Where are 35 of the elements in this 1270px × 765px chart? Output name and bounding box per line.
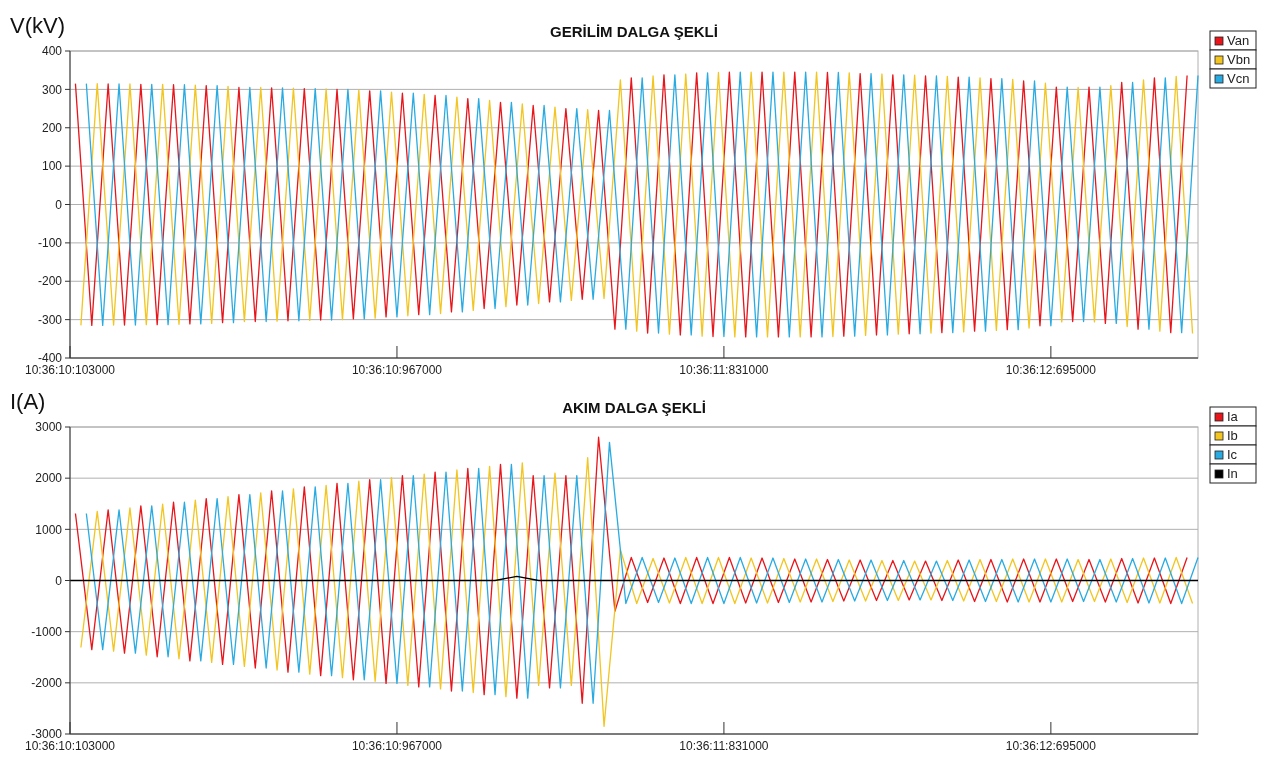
y-tick-label: -200 (37, 274, 63, 289)
legend-label: Ib (1227, 428, 1238, 443)
legend-label: Vcn (1227, 71, 1250, 86)
y-tick-label: 300 (41, 82, 63, 97)
legend-label: Ia (1227, 409, 1239, 424)
y-axis-title: V(kV) (10, 13, 65, 38)
legend-label: In (1227, 466, 1238, 481)
x-tick-label: 10:36:12:695000 (1005, 363, 1097, 377)
y-tick-label: -1000 (31, 624, 63, 639)
x-tick-label: 10:36:11:831000 (679, 739, 769, 753)
x-tick-label: 10:36:10:967000 (351, 739, 443, 753)
y-tick-label: -2000 (31, 676, 63, 691)
chart-title: AKIM DALGA ŞEKLİ (562, 399, 706, 416)
x-tick-label: 10:36:12:695000 (1005, 739, 1097, 753)
legend-label: Vbn (1227, 52, 1251, 67)
y-tick-label: 200 (41, 120, 63, 135)
y-tick-label: -300 (37, 312, 63, 327)
y-tick-label: 1000 (35, 522, 63, 537)
x-tick-label: 10:36:10:103000 (24, 363, 116, 377)
y-tick-label: 2000 (35, 471, 63, 486)
y-tick-label: 3000 (35, 420, 63, 435)
chart-title: GERİLİM DALGA ŞEKLİ (550, 23, 718, 40)
y-tick-label: -3000 (31, 727, 63, 742)
y-tick-label: 0 (55, 197, 63, 212)
y-tick-label: 0 (55, 573, 63, 588)
y-tick-label: -100 (37, 236, 63, 251)
y-tick-label: 400 (41, 44, 63, 59)
y-tick-label: -400 (37, 351, 63, 366)
x-tick-label: 10:36:11:831000 (679, 363, 769, 377)
x-tick-label: 10:36:10:967000 (351, 363, 443, 377)
y-axis-title: I(A) (10, 389, 46, 414)
legend-label: Van (1227, 33, 1250, 48)
x-tick-label: 10:36:10:103000 (24, 739, 116, 753)
y-tick-label: 100 (41, 159, 63, 174)
legend-label: Ic (1227, 447, 1238, 462)
